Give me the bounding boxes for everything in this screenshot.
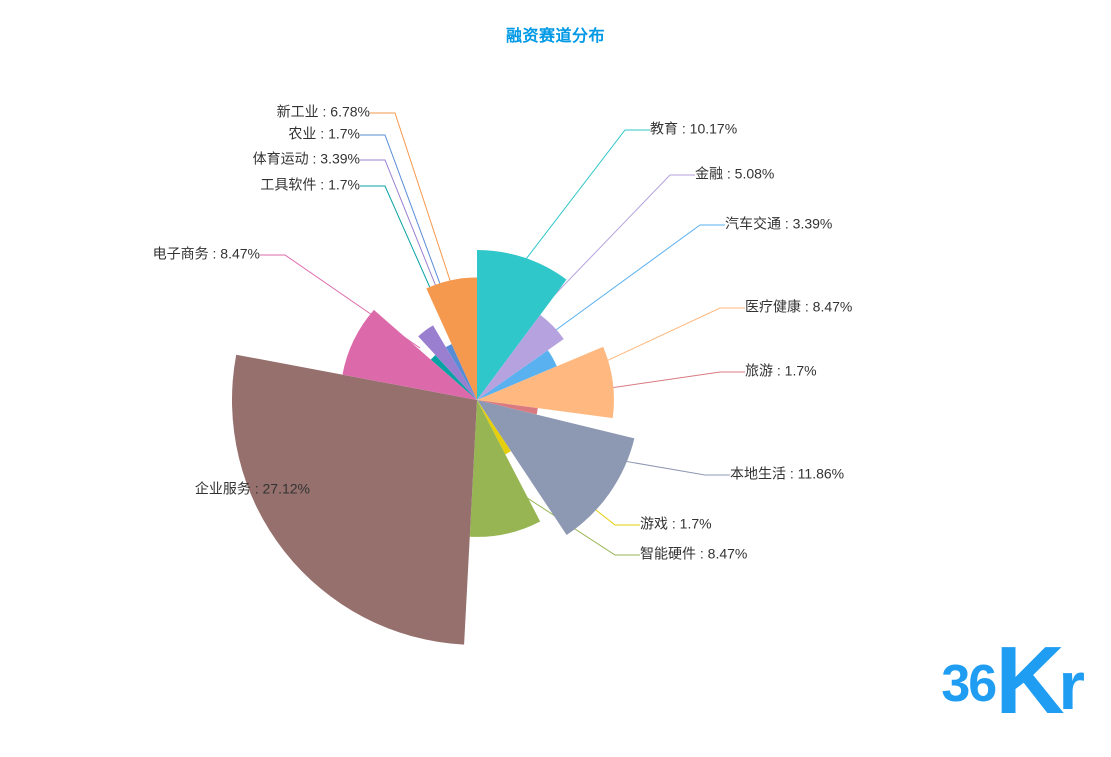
slice-label: 医疗健康 : 8.47%: [745, 299, 852, 315]
slice-label: 企业服务 : 27.12%: [195, 481, 310, 497]
logo-glyph: 3: [941, 655, 968, 713]
slice-label: 金融 : 5.08%: [695, 166, 774, 182]
logo-36kr: 36Kr: [941, 633, 1083, 729]
slice-label: 教育 : 10.17%: [650, 121, 737, 137]
slice-label: 体育运动 : 3.39%: [253, 151, 360, 167]
slice-label: 工具软件 : 1.7%: [260, 177, 360, 193]
logo-glyph: K: [995, 627, 1058, 734]
logo-glyph: r: [1059, 648, 1083, 724]
slice-label: 农业 : 1.7%: [288, 126, 360, 142]
slice-label: 电子商务 : 8.47%: [153, 246, 260, 262]
slice-label: 新工业 : 6.78%: [277, 104, 370, 120]
slice-label: 游戏 : 1.7%: [640, 516, 712, 532]
slice-label: 智能硬件 : 8.47%: [640, 546, 747, 562]
slice-label: 旅游 : 1.7%: [745, 363, 817, 379]
slice-企业服务[interactable]: [232, 355, 477, 645]
slice-label: 汽车交通 : 3.39%: [725, 216, 832, 232]
logo-glyph: 6: [968, 655, 995, 713]
slice-label: 本地生活 : 11.86%: [730, 466, 844, 482]
